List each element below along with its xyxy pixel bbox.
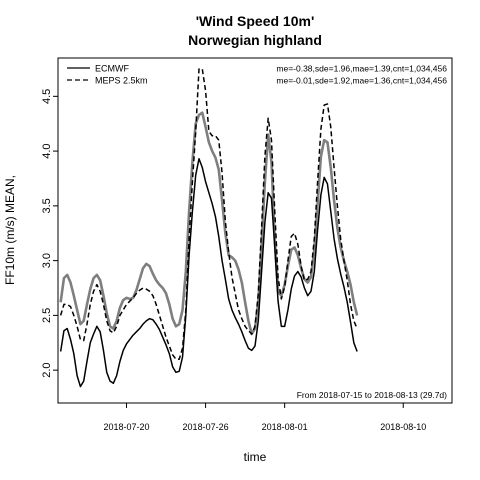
y-tick-label: 2.5 [41,308,53,323]
x-tick-label: 2018-07-26 [183,422,229,432]
y-axis: 2.0 2.5 3.0 3.5 4.0 4.5 [41,89,58,378]
plot-frame [57,57,453,404]
y-tick-label: 4.5 [41,89,53,104]
series-line-meps [59,68,358,360]
x-axis-label: time [244,450,267,464]
legend: ECMWF MEPS 2.5km [67,64,148,86]
x-axis: 2018-07-20 2018-07-26 2018-08-01 2018-08-10 [103,403,426,432]
legend-label-meps: MEPS 2.5km [95,76,148,86]
legend-label-ecmwf: ECMWF [95,64,129,74]
x-tick-label: 2018-08-10 [380,422,426,432]
series-layer [59,68,359,388]
y-tick-label: 3.5 [41,198,53,213]
chart-subtitle: Norwegian highland [188,32,322,48]
stats-line-meps: me=-0.01,sde=1.92,mae=1.36,cnt=1,034,456 [276,76,447,86]
y-axis-label: FF10m (m/s) MEAN, [3,175,17,285]
stats-line-ecmwf: me=-0.38,sde=1.96,mae=1.39,cnt=1,034,456 [276,64,447,74]
y-tick-label: 2.0 [41,362,53,377]
series-line-mean [59,111,359,336]
series-line-ecmwf [59,158,358,388]
x-tick-label: 2018-07-20 [103,422,149,432]
y-tick-label: 3.0 [41,253,53,268]
chart-title: 'Wind Speed 10m' [196,13,315,29]
y-tick-label: 4.0 [41,143,53,158]
x-tick-label: 2018-08-01 [262,422,308,432]
date-range-note: From 2018-07-15 to 2018-08-13 (29.7d) [297,390,447,400]
